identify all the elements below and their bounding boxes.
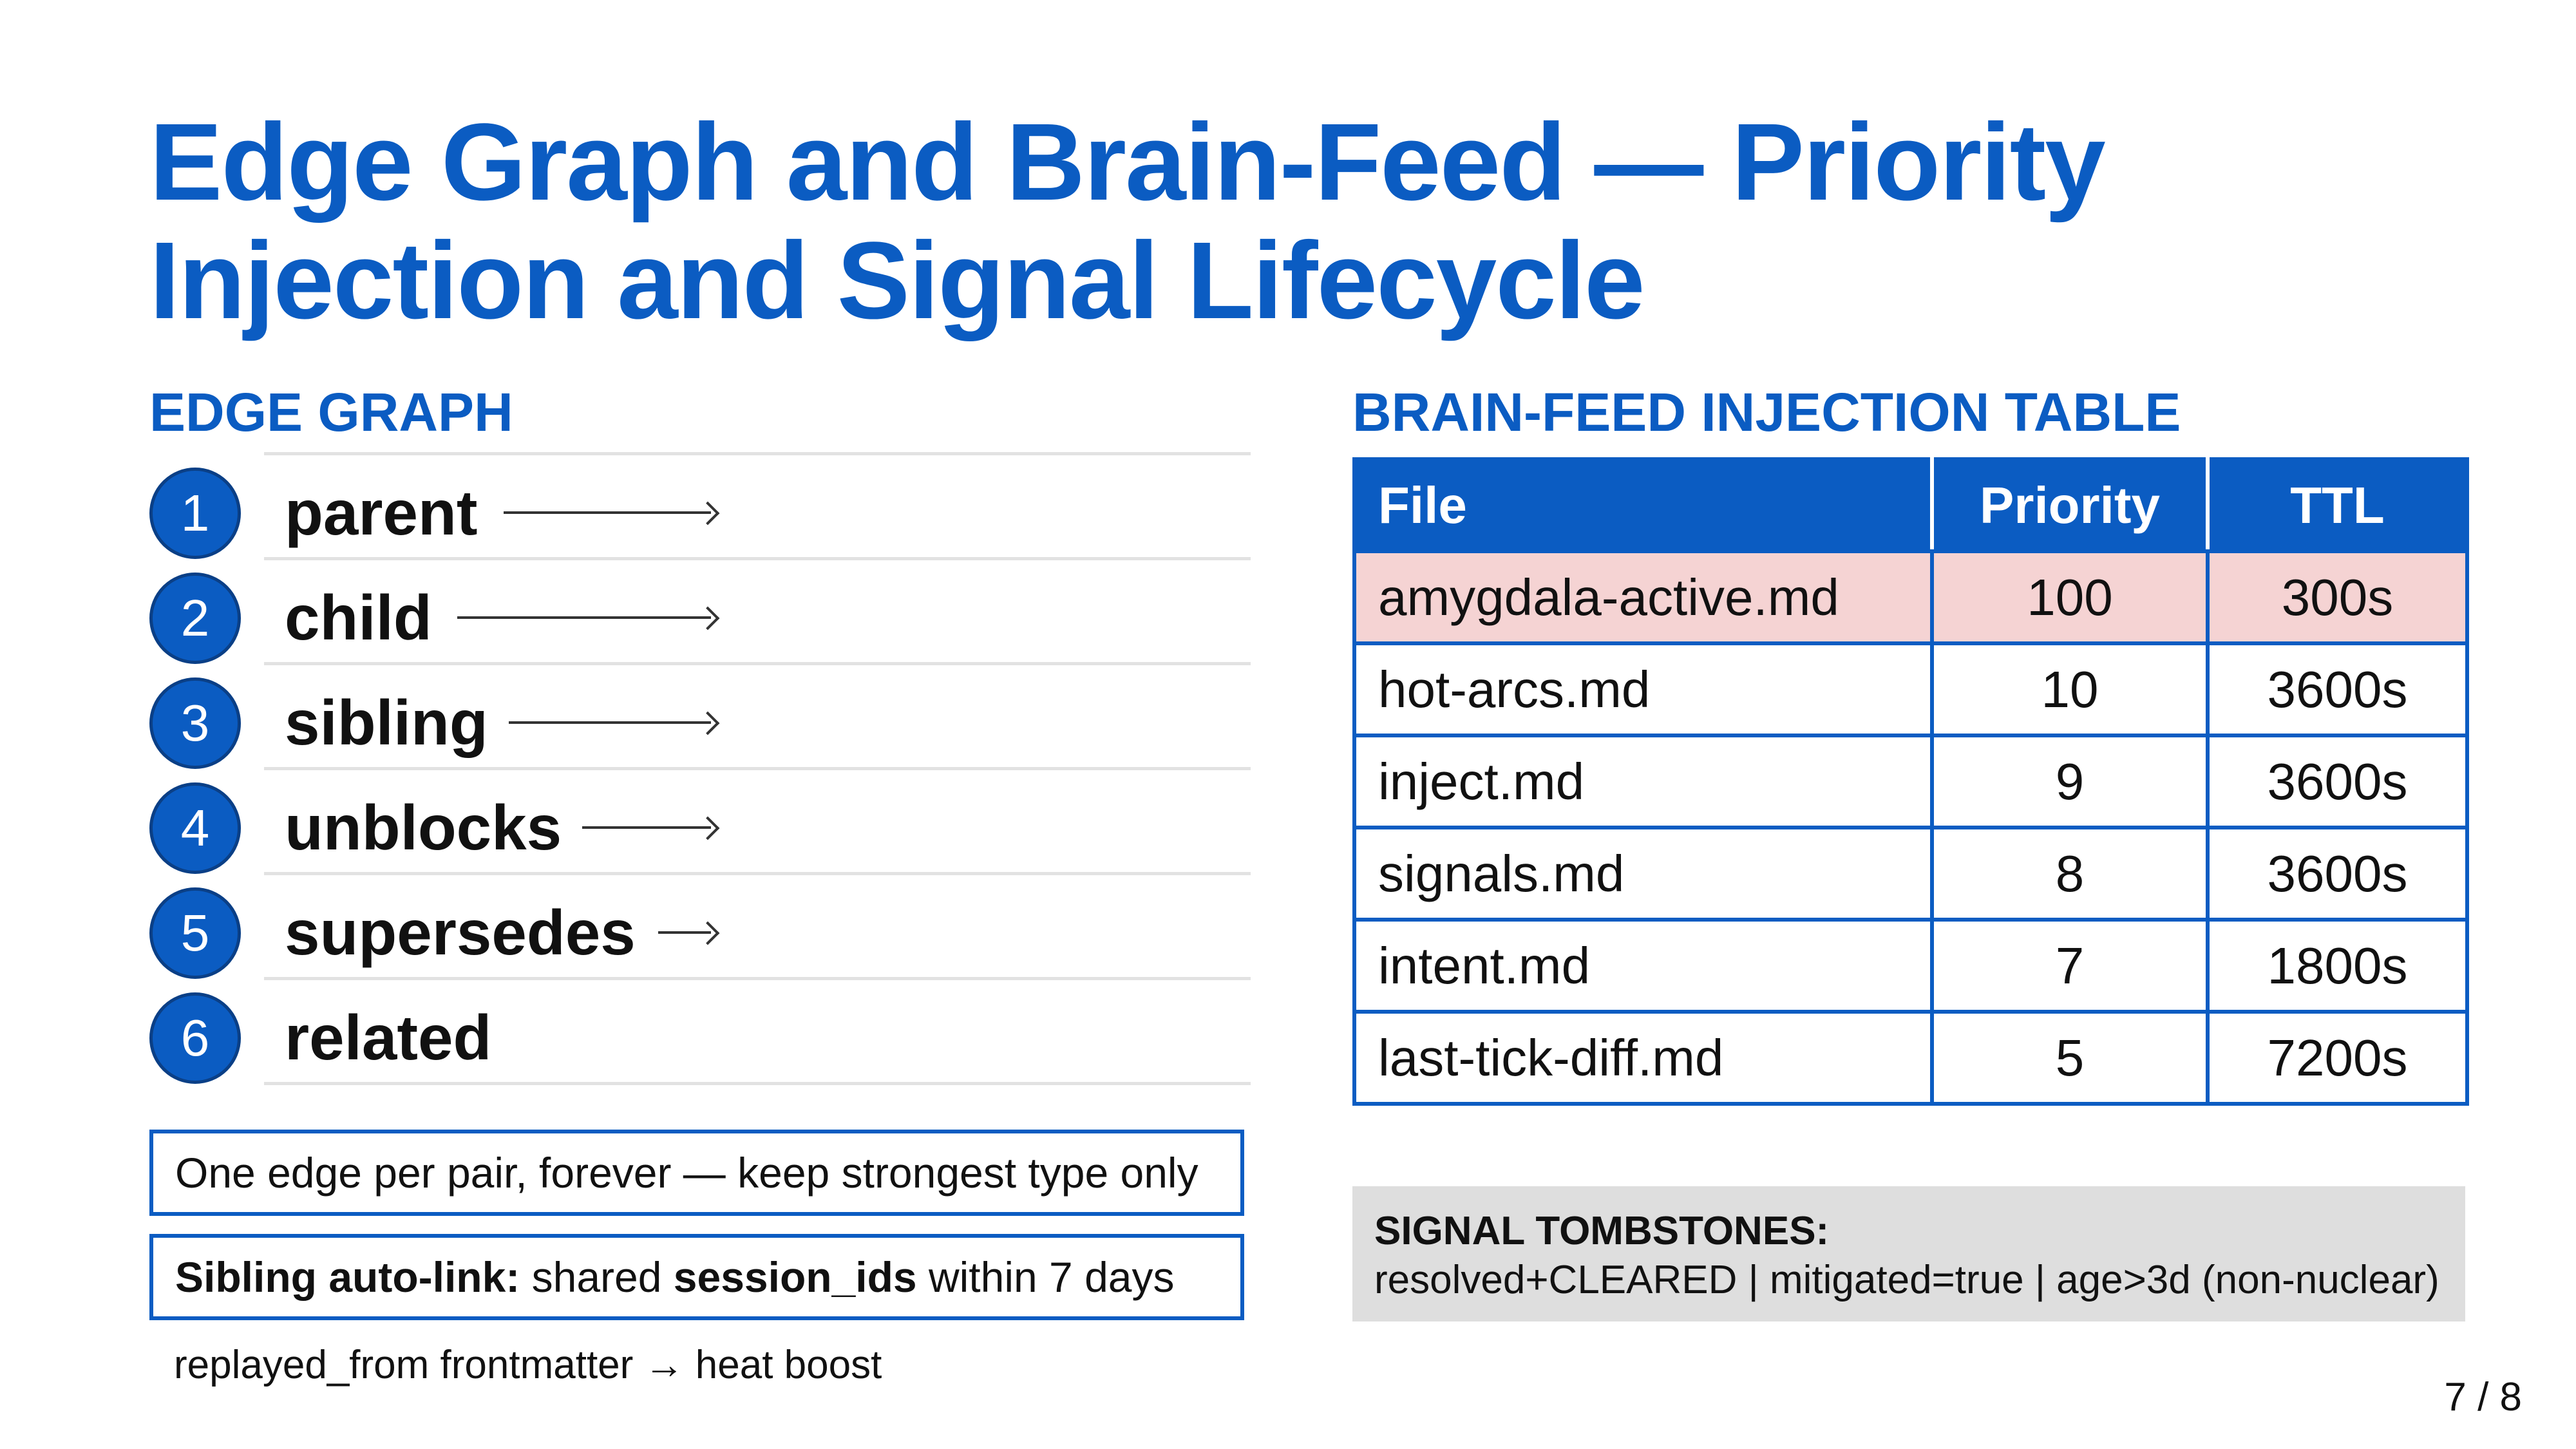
page-title: Edge Graph and Brain-Feed — Priority Inj…: [149, 103, 2403, 340]
column-header-priority: Priority: [1930, 457, 2210, 553]
brain-feed-table: File Priority TTL amygdala-active.md 100…: [1352, 457, 2469, 1106]
table-row: inject.md 9 3600s: [1352, 734, 2469, 829]
edge-graph-heading: EDGE GRAPH: [149, 382, 513, 442]
session-ids-term: session_ids: [673, 1253, 917, 1301]
sibling-autolink-window: within 7 days: [916, 1253, 1175, 1301]
page-number: 7 / 8: [2444, 1375, 2522, 1419]
table-row: hot-arcs.md 10 3600s: [1352, 641, 2469, 737]
table-row: signals.md 8 3600s: [1352, 826, 2469, 922]
arrow-right-icon: [509, 711, 720, 735]
replayed-from-footnote: replayed_from frontmatter → heat boost: [174, 1343, 882, 1387]
priority-cell: 8: [1930, 826, 2210, 922]
column-header-ttl: TTL: [2206, 457, 2469, 553]
file-cell: last-tick-diff.md: [1352, 1010, 1934, 1106]
arrow-right-icon: [457, 606, 720, 630]
edge-type-item: 1 parent: [149, 452, 1251, 559]
signal-tombstones-box: SIGNAL TOMBSTONES: resolved+CLEARED | mi…: [1352, 1186, 2465, 1321]
divider: [264, 452, 1251, 455]
file-cell: intent.md: [1352, 918, 1934, 1014]
priority-cell: 100: [1930, 549, 2210, 645]
table-row-highlighted: amygdala-active.md 100 300s: [1352, 549, 2469, 645]
ttl-cell: 3600s: [2206, 826, 2469, 922]
file-cell: inject.md: [1352, 734, 1934, 829]
arrow-right-icon: [582, 816, 720, 840]
table-row: intent.md 7 1800s: [1352, 918, 2469, 1014]
sibling-autolink-note: Sibling auto-link: shared session_ids wi…: [149, 1234, 1244, 1320]
edge-type-label: unblocks: [285, 792, 562, 863]
edge-rule-note: One edge per pair, forever — keep strong…: [149, 1130, 1244, 1216]
sibling-autolink-label: Sibling auto-link:: [175, 1253, 520, 1301]
edge-type-item: 3 sibling: [149, 662, 1251, 769]
ttl-cell: 7200s: [2206, 1010, 2469, 1106]
file-cell: amygdala-active.md: [1352, 549, 1934, 645]
edge-type-label: related: [285, 1002, 492, 1073]
divider: [264, 662, 1251, 665]
column-header-file: File: [1352, 457, 1934, 553]
divider: [264, 977, 1251, 980]
divider: [264, 557, 1251, 560]
edge-rule-text: One edge per pair, forever — keep strong…: [175, 1149, 1198, 1197]
edge-type-item: 2 child: [149, 557, 1251, 664]
file-cell: hot-arcs.md: [1352, 641, 1934, 737]
edge-type-label: parent: [285, 477, 478, 548]
edge-type-label: supersedes: [285, 897, 636, 968]
brain-feed-heading: BRAIN-FEED INJECTION TABLE: [1352, 382, 2181, 442]
number-badge: 6: [149, 992, 241, 1084]
priority-cell: 9: [1930, 734, 2210, 829]
table-row: last-tick-diff.md 5 7200s: [1352, 1010, 2469, 1106]
edge-type-item: 4 unblocks: [149, 767, 1251, 874]
number-badge: 1: [149, 468, 241, 559]
arrow-right-icon: [658, 921, 720, 945]
sibling-autolink-text: shared: [520, 1253, 674, 1301]
edge-type-list: 1 parent 2 child 3 sibling 4 unblocks 5 …: [149, 452, 1251, 1085]
ttl-cell: 300s: [2206, 549, 2469, 645]
priority-cell: 7: [1930, 918, 2210, 1014]
tombstones-heading: SIGNAL TOMBSTONES:: [1374, 1209, 1830, 1253]
arrow-right-icon: [504, 501, 720, 526]
priority-cell: 10: [1930, 641, 2210, 737]
ttl-cell: 3600s: [2206, 641, 2469, 737]
file-cell: signals.md: [1352, 826, 1934, 922]
number-badge: 4: [149, 782, 241, 874]
edge-type-item: 6 related: [149, 977, 1251, 1085]
edge-type-item: 5 supersedes: [149, 872, 1251, 979]
ttl-cell: 1800s: [2206, 918, 2469, 1014]
priority-cell: 5: [1930, 1010, 2210, 1106]
table-header-row: File Priority TTL: [1352, 457, 2469, 553]
number-badge: 3: [149, 677, 241, 769]
ttl-cell: 3600s: [2206, 734, 2469, 829]
edge-type-label: sibling: [285, 687, 488, 758]
number-badge: 2: [149, 573, 241, 664]
edge-type-label: child: [285, 582, 432, 653]
divider: [264, 872, 1251, 875]
page-title-line-1: Edge Graph and Brain-Feed — Priority: [149, 101, 2106, 223]
divider: [264, 767, 1251, 770]
number-badge: 5: [149, 887, 241, 979]
tombstones-conditions: resolved+CLEARED | mitigated=true | age>…: [1374, 1258, 2439, 1302]
page-title-line-2: Injection and Signal Lifecycle: [149, 220, 1645, 342]
